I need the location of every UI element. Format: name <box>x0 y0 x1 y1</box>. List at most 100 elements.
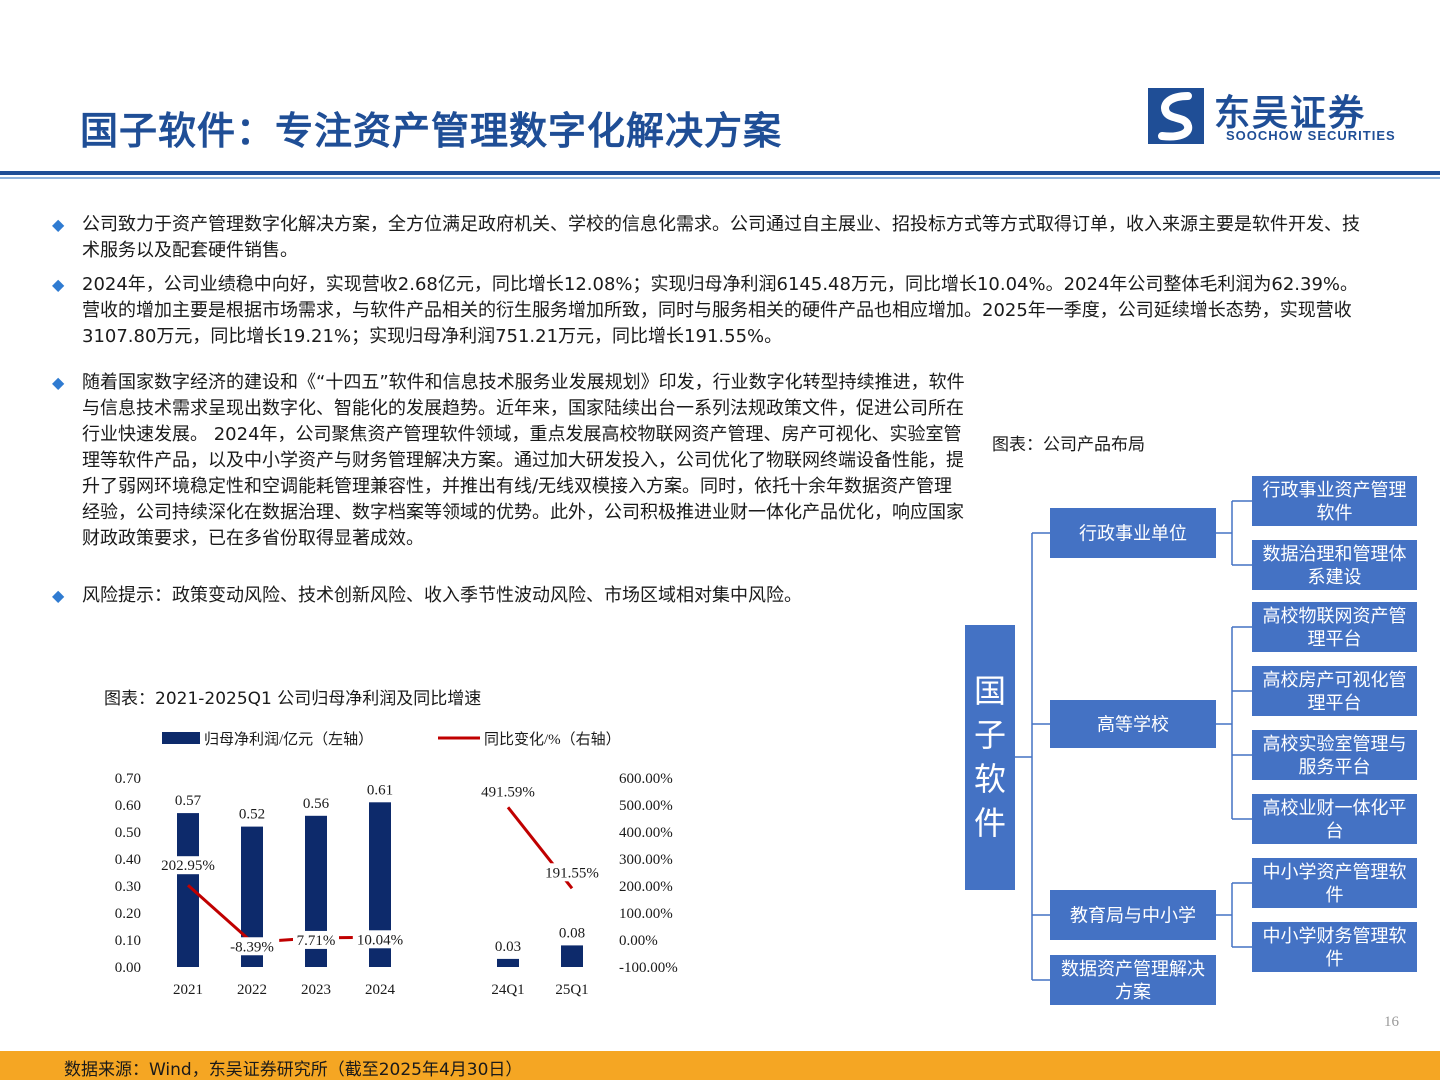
tree-root-char: 子 <box>974 716 1006 754</box>
growth-label-bg <box>476 782 540 801</box>
growth-line-segment <box>187 884 253 944</box>
bullet-text: 风险提示：政策变动风险、技术创新风险、收入季节性波动风险、市场区域相对集中风险。 <box>82 585 802 606</box>
chart-caption: 图表：2021-2025Q1 公司归母净利润及同比增速 <box>104 689 482 709</box>
left-axis-tick-label: 0.50 <box>115 825 141 841</box>
category-label: 2022 <box>237 982 267 998</box>
tree-leaf-node-text: 高校业财一体化平 <box>1263 798 1407 819</box>
growth-data-label: -8.39% <box>230 939 274 955</box>
right-axis-tick-label: 100.00% <box>619 906 673 922</box>
tree-leaf-node-text: 服务平台 <box>1299 757 1371 778</box>
profit-data-label: 0.56 <box>303 796 330 812</box>
growth-data-label: 10.04% <box>357 932 403 948</box>
tree-leaf-node <box>1252 730 1417 780</box>
tree-leaf-node-text: 数据治理和管理体 <box>1263 544 1407 565</box>
diamond-bullet-icon: ◆ <box>52 275 65 294</box>
tree-leaf-node <box>1252 666 1417 716</box>
header-rule <box>0 171 1440 175</box>
bullet-text: 随着国家数字经济的建设和《“十四五”软件和信息技术服务业发展规划》印发，行业数字… <box>82 372 965 549</box>
growth-data-label: 7.71% <box>297 933 336 949</box>
tree-root-char: 国 <box>974 672 1006 710</box>
tree-root-node <box>965 625 1015 890</box>
growth-data-label: 491.59% <box>481 784 535 800</box>
profit-bar <box>561 945 583 967</box>
tree-caption: 图表：公司产品布局 <box>992 435 1145 455</box>
header-rule-thin <box>0 177 1440 179</box>
tree-branch-node <box>1050 508 1216 558</box>
legend-bar-swatch <box>162 732 200 744</box>
right-axis-tick-label: 600.00% <box>619 771 673 787</box>
right-axis-tick-label: 400.00% <box>619 825 673 841</box>
diamond-bullet-icon: ◆ <box>52 586 65 605</box>
right-axis-tick-label: 200.00% <box>619 879 673 895</box>
tree-leaf-node <box>1252 540 1417 590</box>
bullet-text: 公司致力于资产管理数字化解决方案，全方位满足政府机关、学校的信息化需求。公司通过… <box>82 214 1360 261</box>
profit-data-label: 0.08 <box>559 925 585 941</box>
bullet-business-overview: ◆ 公司致力于资产管理数字化解决方案，全方位满足政府机关、学校的信息化需求。公司… <box>52 212 1372 264</box>
product-layout-tree: 国子软件行政事业单位高等学校教育局与中小学数据资产管理解决方案行政事业资产管理软… <box>965 476 1417 1005</box>
tree-leaf-node <box>1252 476 1417 526</box>
tree-leaf-node-text: 软件 <box>1317 503 1353 524</box>
tree-leaf-node <box>1252 922 1417 972</box>
tree-leaf-node <box>1252 602 1417 652</box>
growth-label-bg <box>352 930 408 949</box>
page-title: 国子软件：专注资产管理数字化解决方案 <box>80 109 783 153</box>
tree-leaf-node <box>1252 794 1417 844</box>
category-label: 2024 <box>365 982 396 998</box>
tree-branch-node-text: 行政事业单位 <box>1079 523 1187 544</box>
category-label: 2023 <box>301 982 331 998</box>
tree-leaf-node-text: 高校房产可视化管 <box>1263 670 1407 691</box>
growth-data-label: 191.55% <box>545 865 599 881</box>
profit-data-label: 0.57 <box>175 793 202 809</box>
left-axis-tick-label: 0.10 <box>115 933 141 949</box>
left-axis-tick-label: 0.40 <box>115 852 141 868</box>
growth-data-label: 202.95% <box>161 858 215 874</box>
tree-leaf-node-text: 件 <box>1326 949 1344 970</box>
profit-bar <box>497 958 519 967</box>
legend-line-label: 同比变化/%（右轴） <box>484 731 621 748</box>
bullet-risk-warning: ◆ 风险提示：政策变动风险、技术创新风险、收入季节性波动风险、市场区域相对集中风… <box>52 583 970 609</box>
bullet-industry-strategy: ◆ 随着国家数字经济的建设和《“十四五”软件和信息技术服务业发展规划》印发，行业… <box>52 370 970 552</box>
category-label: 24Q1 <box>491 982 524 998</box>
tree-branch-node <box>1050 955 1216 1005</box>
legend-bar-label: 归母净利润/亿元（左轴） <box>204 731 373 748</box>
logo-english-name: SOOCHOW SECURITIES <box>1226 128 1396 143</box>
right-axis-tick-label: 500.00% <box>619 798 673 814</box>
footer-source: 数据来源：Wind，东吴证券研究所（截至2025年4月30日） <box>64 1060 523 1080</box>
tree-leaf-node-text: 行政事业资产管理 <box>1263 480 1407 501</box>
growth-label-bg <box>293 930 339 949</box>
category-label: 2021 <box>173 982 203 998</box>
growth-label-bg <box>540 863 604 882</box>
tree-leaf-node-text: 高校物联网资产管 <box>1263 606 1407 627</box>
left-axis-tick-label: 0.60 <box>115 798 141 814</box>
tree-root-char: 件 <box>974 804 1006 842</box>
profit-bar <box>305 815 327 967</box>
bullet-text: 2024年，公司业绩稳中向好，实现营收2.68亿元，同比增长12.08%；实现归… <box>82 274 1359 347</box>
footer-bar: 数据来源：Wind，东吴证券研究所（截至2025年4月30日） <box>0 1051 1440 1080</box>
profit-data-label: 0.03 <box>495 939 521 955</box>
logo-chinese-name: 东吴证券 <box>1214 93 1367 134</box>
bullet-financial-results: ◆ 2024年，公司业绩稳中向好，实现营收2.68亿元，同比增长12.08%；实… <box>52 272 1372 350</box>
profit-growth-chart: 归母净利润/亿元（左轴） 同比变化/%（右轴） 0.00 0.10 0.20 0.30 0.… <box>115 731 678 998</box>
profit-bar <box>369 802 391 967</box>
tree-leaf-node-text: 件 <box>1326 885 1344 906</box>
tree-leaf-node-text: 理平台 <box>1308 693 1362 714</box>
company-logo: 东吴证券 SOOCHOW SECURITIES <box>1148 88 1398 148</box>
right-axis-tick-label: 300.00% <box>619 852 673 868</box>
right-axis-tick-label: 0.00% <box>619 933 658 949</box>
growth-label-bg <box>156 856 220 875</box>
left-axis-tick-label: 0.20 <box>115 906 141 922</box>
left-axis-tick-label: 0.70 <box>115 771 141 787</box>
tree-leaf-node-text: 台 <box>1326 821 1344 842</box>
category-label: 25Q1 <box>555 982 588 998</box>
tree-leaf-node-text: 理平台 <box>1308 629 1362 650</box>
tree-leaf-node-text: 系建设 <box>1308 567 1362 588</box>
profit-data-label: 0.61 <box>367 782 393 798</box>
profit-bar <box>241 826 263 967</box>
tree-leaf-node-text: 高校实验室管理与 <box>1263 734 1407 755</box>
growth-label-bg <box>224 937 280 956</box>
left-axis-tick-label: 0.00 <box>115 960 141 976</box>
tree-branch-node-text: 数据资产管理解决 <box>1061 959 1205 980</box>
profit-data-label: 0.52 <box>239 807 265 823</box>
tree-leaf-node-text: 中小学财务管理软 <box>1263 926 1407 947</box>
right-axis-tick-label: -100.00% <box>619 960 678 976</box>
